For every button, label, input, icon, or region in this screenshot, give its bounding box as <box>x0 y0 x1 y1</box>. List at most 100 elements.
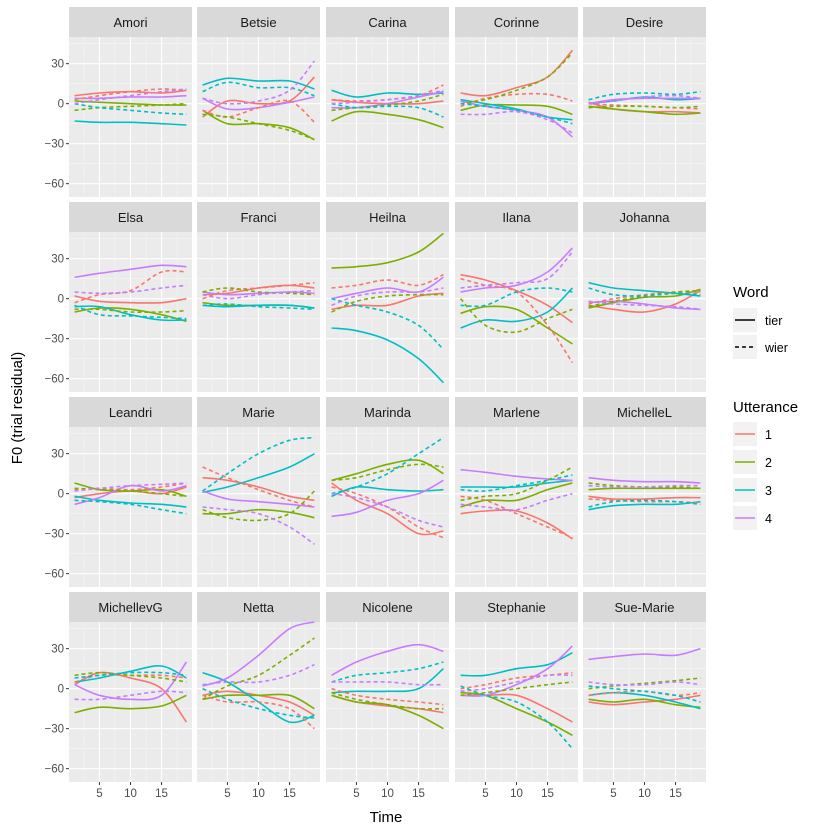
series-line-utterance-1-tier <box>202 476 315 502</box>
panel-heilna: Heilna <box>326 202 449 392</box>
series-line-utterance-3-wier <box>588 685 701 703</box>
series-line-utterance-2-wier <box>202 637 315 701</box>
series-line-utterance-2-tier <box>460 305 573 345</box>
strip-label: MichelleL <box>617 405 672 420</box>
x-tick-label: 5 <box>482 788 488 800</box>
strip-label: Marlene <box>493 405 540 420</box>
series-line-utterance-2-wier <box>202 490 315 522</box>
series-line-utterance-1-wier <box>588 498 701 504</box>
series-line-utterance-4-tier <box>331 643 444 677</box>
strip-label: Sue-Marie <box>615 600 675 615</box>
strip-background <box>326 592 449 622</box>
strip-background <box>455 397 578 427</box>
legend-item-tier: tier <box>733 308 782 332</box>
series-line-utterance-1-wier <box>460 495 573 539</box>
series-line-utterance-3-wier <box>202 303 315 311</box>
strip-label: Marinda <box>364 405 412 420</box>
y-tick-label: −60 <box>44 764 64 776</box>
panel-ilana: Ilana <box>455 202 578 392</box>
series-line-utterance-4-wier <box>460 251 574 289</box>
series-line-utterance-2-wier <box>74 671 187 683</box>
series-line-utterance-4-wier <box>74 284 187 295</box>
x-tick-label: 5 <box>610 788 616 800</box>
series-line-utterance-3-wier <box>331 661 444 683</box>
series-line-utterance-3-tier <box>74 120 187 126</box>
strip-label: Elsa <box>118 210 144 225</box>
axes: Time F0 (trial residual) <box>9 352 402 826</box>
x-tick-label: 5 <box>96 788 102 800</box>
series-line-utterance-3-tier <box>331 89 444 98</box>
legend-label: 4 <box>765 512 772 526</box>
y-axis-title: F0 (trial residual) <box>9 352 26 465</box>
series-line-utterance-3-tier <box>331 327 444 384</box>
legend: Word tier wier Utterance 1 2 3 4 <box>733 284 798 530</box>
legend-label: tier <box>765 314 782 328</box>
legend-label: 1 <box>765 428 772 442</box>
strip-label: Leandri <box>109 405 152 420</box>
x-tick-label: 10 <box>124 788 137 800</box>
series-line-utterance-4-tier <box>588 647 701 661</box>
series-line-utterance-1-wier <box>202 694 315 730</box>
series-line-utterance-2-tier <box>202 508 315 519</box>
y-tick-label: 0 <box>58 489 64 501</box>
series-line-utterance-2-wier <box>588 677 701 690</box>
series-line-utterance-1-wier <box>74 269 187 304</box>
series-line-utterance-2-wier <box>460 466 573 502</box>
strip-background <box>69 7 192 37</box>
series-line-utterance-4-wier <box>74 482 187 492</box>
series-line-utterance-3-tier <box>74 665 187 683</box>
series-line-utterance-4-tier <box>588 476 701 484</box>
series-line-utterance-4-wier <box>74 88 187 105</box>
y-tick-label: −60 <box>44 569 64 581</box>
series-line-utterance-1-tier <box>588 289 701 313</box>
y-tick-label: −60 <box>44 374 64 386</box>
series-line-utterance-3-wier <box>74 499 187 515</box>
series-line-utterance-2-tier <box>74 694 187 714</box>
panel-marlene: Marlene <box>455 397 578 587</box>
y-tick-label: −30 <box>44 724 64 736</box>
series-line-utterance-4-wier <box>74 690 187 701</box>
strip-label: MichellevG <box>98 600 162 615</box>
series-line-utterance-3-wier <box>588 499 701 508</box>
strip-background <box>69 397 192 427</box>
series-line-utterance-2-tier <box>331 232 444 269</box>
strip-background <box>583 592 706 622</box>
panel-michellevg: MichellevG −60 −30 0 30 5 10 15 <box>44 592 192 800</box>
series-line-utterance-1-wier <box>331 84 444 102</box>
x-tick-label: 10 <box>510 788 523 800</box>
series-line-utterance-3-wier <box>74 304 187 320</box>
strip-label: Carina <box>368 15 407 30</box>
series-line-utterance-2-wier <box>588 105 701 109</box>
series-line-utterance-3-tier <box>74 305 187 322</box>
series-line-utterance-4-wier <box>331 681 444 686</box>
x-axis-title: Time <box>370 809 403 826</box>
series-line-utterance-3-wier <box>331 297 444 350</box>
series-line-utterance-3-wier <box>331 436 444 495</box>
series-line-utterance-1-wier <box>331 273 444 289</box>
series-line-utterance-4-tier <box>588 300 701 311</box>
strip-background <box>583 7 706 37</box>
series-line-utterance-2-wier <box>74 308 187 314</box>
series-line-utterance-1-tier <box>588 495 701 501</box>
y-tick-label: 0 <box>58 99 64 111</box>
series-line-utterance-1-wier <box>202 466 315 508</box>
panel-leandri: Leandri −60 −30 0 30 <box>44 397 192 587</box>
series-line-utterance-2-tier <box>331 459 444 482</box>
panel-johanna: Johanna <box>583 202 706 392</box>
series-line-utterance-3-tier <box>202 452 315 494</box>
series-line-utterance-4-wier <box>588 300 701 311</box>
series-line-utterance-2-wier <box>331 463 444 482</box>
series-line-utterance-3-wier <box>460 685 573 750</box>
series-line-utterance-4-wier <box>202 60 316 105</box>
strip-background <box>197 7 320 37</box>
series-line-utterance-3-tier <box>588 281 701 297</box>
series-line-utterance-3-wier <box>460 102 573 125</box>
strip-label: Corinne <box>494 15 540 30</box>
series-line-utterance-4-wier <box>202 506 315 545</box>
panel-carina: Carina <box>326 7 449 197</box>
series-line-utterance-1-wier <box>588 102 701 110</box>
series-line-utterance-4-wier <box>202 289 315 300</box>
series-line-utterance-4-tier <box>588 97 701 105</box>
legend-label: 2 <box>765 456 772 470</box>
